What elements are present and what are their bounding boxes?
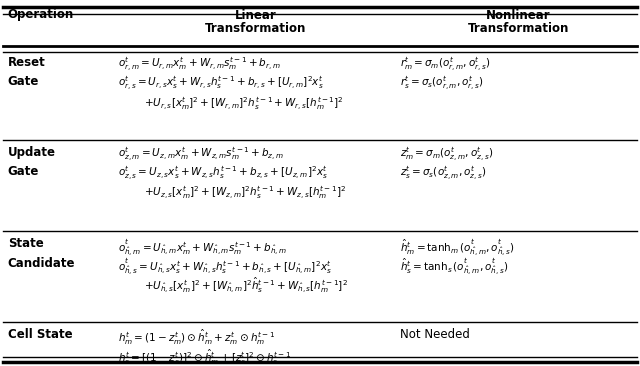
- Text: Update: Update: [8, 146, 56, 159]
- Text: Transformation: Transformation: [468, 22, 569, 35]
- Text: Reset: Reset: [8, 56, 45, 69]
- Text: $+U_{r,s}[x^{t}_{m}]^2 + [W_{r,m}]^2 h^{t-1}_{s} + W_{r,s}[h^{t-1}_{m}]^2$: $+U_{r,s}[x^{t}_{m}]^2 + [W_{r,m}]^2 h^{…: [144, 95, 344, 112]
- Text: $o^{t}_{z,m} = U_{z,m}x^{t}_{m} + W_{z,m}s^{t-1}_{m} + b_{z,m}$: $o^{t}_{z,m} = U_{z,m}x^{t}_{m} + W_{z,m…: [118, 146, 284, 164]
- Text: $o^{t}_{r,s} = U_{r,s}x^{t}_{s} + W_{r,s}h^{t-1}_{s} + b_{r,s} + [U_{r,m}]^2 x^{: $o^{t}_{r,s} = U_{r,s}x^{t}_{s} + W_{r,s…: [118, 75, 324, 93]
- Text: Linear: Linear: [235, 9, 277, 22]
- Text: $\hat{h}^{t}_{m} = \tanh_m(o^{t}_{\hat{h},m}, o^{t}_{\hat{h},s})$: $\hat{h}^{t}_{m} = \tanh_m(o^{t}_{\hat{h…: [400, 237, 515, 258]
- Text: Gate: Gate: [8, 165, 39, 178]
- Text: Candidate: Candidate: [8, 257, 75, 270]
- Text: $z^{t}_{s} = \sigma_s(o^{t}_{z,m}, o^{t}_{z,s})$: $z^{t}_{s} = \sigma_s(o^{t}_{z,m}, o^{t}…: [400, 165, 486, 183]
- Text: Nonlinear: Nonlinear: [486, 9, 550, 22]
- Text: Transformation: Transformation: [205, 22, 307, 35]
- Text: Operation: Operation: [8, 8, 74, 21]
- Text: $h^{t}_{m} = (1 - z^{t}_{m}) \odot \hat{h}^{t}_{m} + z^{t}_{m} \odot h^{t-1}_{m}: $h^{t}_{m} = (1 - z^{t}_{m}) \odot \hat{…: [118, 328, 275, 347]
- Text: $o^{t}_{z,s} = U_{z,s}x^{t}_{s} + W_{z,s}h^{t-1}_{s} + b_{z,s} + [U_{z,m}]^2 x^{: $o^{t}_{z,s} = U_{z,s}x^{t}_{s} + W_{z,s…: [118, 165, 328, 183]
- Text: $z^{t}_{m} = \sigma_m(o^{t}_{z,m}, o^{t}_{z,s})$: $z^{t}_{m} = \sigma_m(o^{t}_{z,m}, o^{t}…: [400, 146, 493, 164]
- Text: $o^{t}_{\hat{h},m} = U_{\hat{h},m}x^{t}_{m} + W_{\hat{h},m}s^{t-1}_{m} + b_{\hat: $o^{t}_{\hat{h},m} = U_{\hat{h},m}x^{t}_…: [118, 237, 287, 258]
- Text: $h^{t}_{s} = [(1 - z^{t}_{s})]^2 \odot \hat{h}^{t}_{m} + [z^{t}_{s}]^2 \odot h^{: $h^{t}_{s} = [(1 - z^{t}_{s})]^2 \odot \…: [118, 347, 292, 366]
- Text: State: State: [8, 237, 44, 250]
- Text: Cell State: Cell State: [8, 328, 72, 341]
- Text: Not Needed: Not Needed: [400, 328, 470, 341]
- Text: $r^{t}_{s} = \sigma_s(o^{t}_{r,m}, o^{t}_{r,s})$: $r^{t}_{s} = \sigma_s(o^{t}_{r,m}, o^{t}…: [400, 75, 484, 93]
- Text: $\hat{h}^{t}_{s} = \tanh_s(o^{t}_{\hat{h},m}, o^{t}_{\hat{h},s})$: $\hat{h}^{t}_{s} = \tanh_s(o^{t}_{\hat{h…: [400, 257, 508, 277]
- Text: Gate: Gate: [8, 75, 39, 89]
- Text: $+U_{\hat{h},s}[x^{t}_{m}]^2 + [W_{\hat{h},m}]^2\hat{h}^{t-1}_{s} + W_{\hat{h},s: $+U_{\hat{h},s}[x^{t}_{m}]^2 + [W_{\hat{…: [144, 276, 348, 295]
- Text: $o^{t}_{r,m} = U_{r,m}x^{t}_{m} + W_{r,m}s^{t-1}_{m} + b_{r,m}$: $o^{t}_{r,m} = U_{r,m}x^{t}_{m} + W_{r,m…: [118, 56, 281, 74]
- Text: $r^{t}_{m} = \sigma_m(o^{t}_{r,m}, o^{t}_{r,s})$: $r^{t}_{m} = \sigma_m(o^{t}_{r,m}, o^{t}…: [400, 56, 490, 74]
- Text: $o^{t}_{\hat{h},s} = U_{\hat{h},s}x^{t}_{s} + W_{\hat{h},s}h^{t-1}_{s} + b_{\hat: $o^{t}_{\hat{h},s} = U_{\hat{h},s}x^{t}_…: [118, 257, 332, 277]
- Text: $+U_{z,s}[x^{t}_{m}]^2 + [W_{z,m}]^2 h^{t-1}_{s} + W_{z,s}[h^{t-1}_{m}]^2$: $+U_{z,s}[x^{t}_{m}]^2 + [W_{z,m}]^2 h^{…: [144, 184, 346, 201]
